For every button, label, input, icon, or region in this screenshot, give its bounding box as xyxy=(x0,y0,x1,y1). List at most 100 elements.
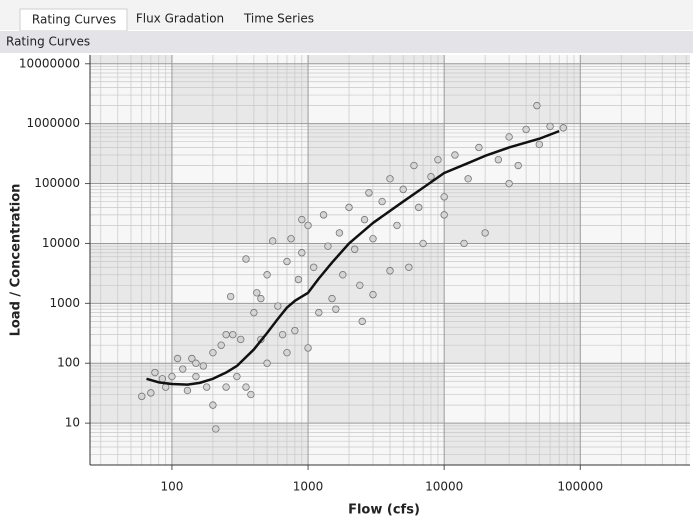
data-point xyxy=(559,124,567,132)
data-point xyxy=(212,425,220,433)
data-point xyxy=(369,290,377,299)
data-point xyxy=(315,308,323,317)
data-point xyxy=(427,173,435,181)
data-point xyxy=(414,203,423,212)
data-point xyxy=(464,175,472,183)
data-point xyxy=(410,161,418,170)
data-point xyxy=(173,354,182,363)
shade-band xyxy=(580,55,690,64)
data-point xyxy=(151,368,159,377)
shade-band xyxy=(444,423,581,465)
data-point xyxy=(237,335,245,344)
data-point xyxy=(192,372,200,381)
shade-band xyxy=(580,123,690,184)
data-point xyxy=(188,354,196,363)
data-point xyxy=(546,122,554,131)
data-point xyxy=(522,125,530,134)
shade-band xyxy=(444,303,581,364)
y-tick-label: 1000000 xyxy=(27,116,80,130)
x-axis-label: Flow (cfs) xyxy=(348,503,420,518)
data-point xyxy=(168,372,176,381)
data-point xyxy=(535,140,543,149)
data-point xyxy=(294,275,303,284)
data-point xyxy=(304,221,312,230)
data-point xyxy=(324,242,332,250)
data-point xyxy=(263,359,271,367)
data-point xyxy=(339,271,347,279)
data-point xyxy=(332,305,340,313)
data-point xyxy=(309,263,318,271)
data-point xyxy=(440,211,448,219)
y-tick-label: 100 xyxy=(57,356,80,370)
data-point xyxy=(202,383,211,391)
data-point xyxy=(358,317,366,326)
y-tick-label: 100000 xyxy=(34,176,80,190)
data-point xyxy=(434,156,442,164)
data-point xyxy=(158,375,167,383)
x-tick-label: 100 xyxy=(160,480,183,494)
data-point xyxy=(209,401,217,409)
data-point xyxy=(440,193,448,201)
panel-header xyxy=(0,31,693,53)
data-point xyxy=(393,221,401,230)
data-point xyxy=(319,211,328,219)
y-tick-label: 10000000 xyxy=(19,56,80,70)
data-point xyxy=(287,235,295,243)
data-point xyxy=(475,143,483,152)
data-point xyxy=(533,101,541,110)
shade-band xyxy=(444,63,581,124)
x-tick-label: 10000 xyxy=(425,480,463,494)
data-point xyxy=(250,308,258,317)
shade-band xyxy=(444,183,581,244)
data-point xyxy=(226,292,235,301)
data-point xyxy=(298,215,306,224)
data-point xyxy=(298,249,306,257)
shade-band xyxy=(308,363,445,424)
data-point xyxy=(419,239,427,248)
data-point xyxy=(386,267,394,275)
x-tick-label: 100000 xyxy=(557,480,603,494)
data-point xyxy=(147,389,155,397)
data-point xyxy=(257,294,265,303)
data-point xyxy=(179,365,187,373)
data-point xyxy=(283,348,291,357)
data-point xyxy=(209,348,217,357)
data-point xyxy=(514,161,522,170)
shade-band xyxy=(308,55,445,64)
y-axis-label: Load / Concentration xyxy=(9,184,24,337)
data-point xyxy=(481,229,489,237)
data-point xyxy=(192,359,200,367)
data-point xyxy=(274,302,282,310)
data-point xyxy=(229,330,237,339)
shade-band xyxy=(171,423,309,465)
data-point xyxy=(399,185,407,194)
data-point xyxy=(199,362,208,370)
shade-band xyxy=(580,363,690,424)
shade-band xyxy=(580,243,690,304)
tab[interactable]: Rating Curves xyxy=(32,13,116,27)
data-point xyxy=(242,383,250,391)
data-point xyxy=(386,175,394,183)
fit-curve xyxy=(146,129,560,386)
data-point xyxy=(360,215,369,224)
data-point xyxy=(328,294,336,303)
data-point xyxy=(335,229,344,237)
shade-band xyxy=(171,183,309,244)
data-point xyxy=(460,239,468,248)
data-point xyxy=(494,156,503,164)
data-point xyxy=(247,390,255,399)
tab[interactable]: Flux Gradation xyxy=(136,12,224,26)
tab[interactable]: Time Series xyxy=(243,12,314,26)
data-point xyxy=(283,257,291,266)
y-tick-label: 10 xyxy=(65,416,80,430)
data-point xyxy=(378,197,386,206)
data-point xyxy=(505,179,513,188)
data-point xyxy=(233,372,241,381)
shade-band xyxy=(308,123,445,184)
data-point xyxy=(304,344,312,352)
data-point xyxy=(253,289,261,297)
y-tick-label: 1000 xyxy=(49,296,80,310)
data-point xyxy=(356,281,364,290)
data-point xyxy=(365,189,373,197)
